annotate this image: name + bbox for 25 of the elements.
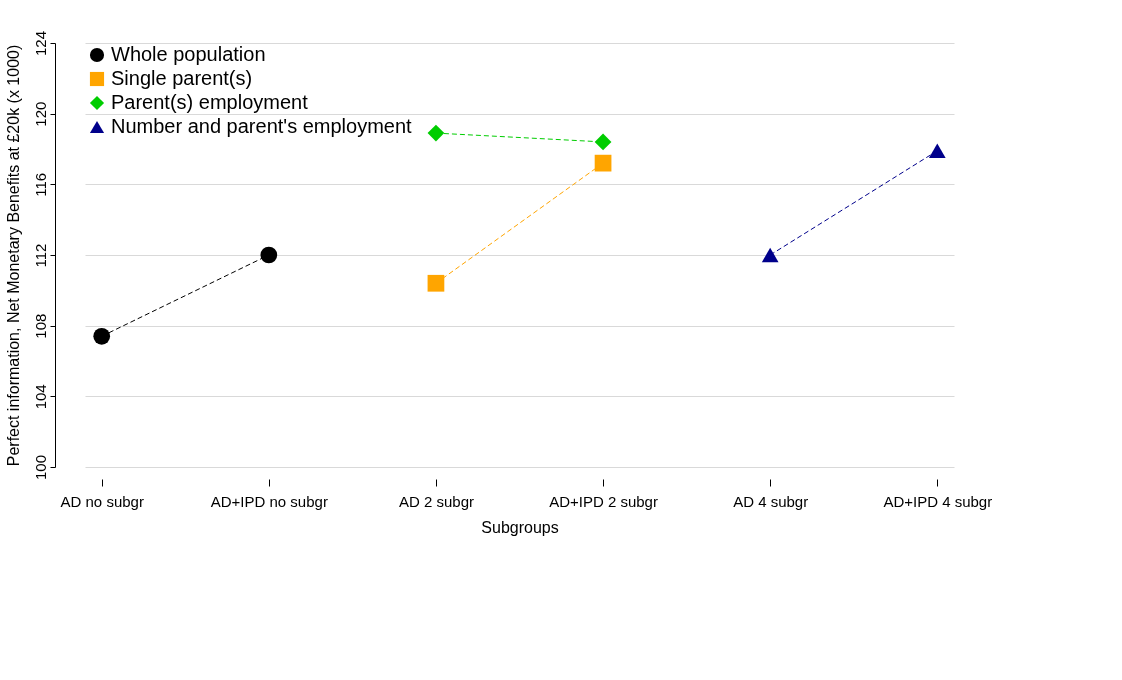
- point: [93, 327, 111, 345]
- x-tick-label: AD 2 subgr: [398, 492, 474, 510]
- y-tick-label: 120: [31, 101, 49, 127]
- x-tick-label: AD+IPD 2 subgr: [549, 492, 658, 510]
- y-tick-label: 112: [31, 243, 49, 268]
- point: [594, 133, 612, 151]
- y-tick-label: 116: [31, 172, 49, 197]
- point: [594, 154, 612, 172]
- x-tick-label: AD+IPD 4 subgr: [883, 492, 993, 510]
- point: [427, 274, 445, 292]
- x-tick-label: AD no subgr: [60, 492, 144, 510]
- y-tick-label: 100: [31, 454, 49, 481]
- legend-label: Whole population: [111, 43, 266, 65]
- legend-label: Single parent(s): [111, 67, 253, 89]
- legend-label: Number and parent's employment: [111, 115, 413, 137]
- y-tick-label: 104: [31, 384, 49, 410]
- point: [427, 124, 445, 142]
- x-tick-label: AD 4 subgr: [733, 492, 809, 510]
- x-tick-label: AD+IPD no subgr: [210, 492, 328, 510]
- y-tick-label: 124: [31, 30, 49, 57]
- point: [260, 246, 278, 264]
- y-axis-title: Perfect information, Net Monetary Benefits at £20k (x 1000): [4, 44, 22, 467]
- x-axis-title: Subgroups: [481, 518, 559, 536]
- y-tick-label: 108: [31, 313, 49, 339]
- legend-label: Parent(s) employment: [111, 91, 309, 113]
